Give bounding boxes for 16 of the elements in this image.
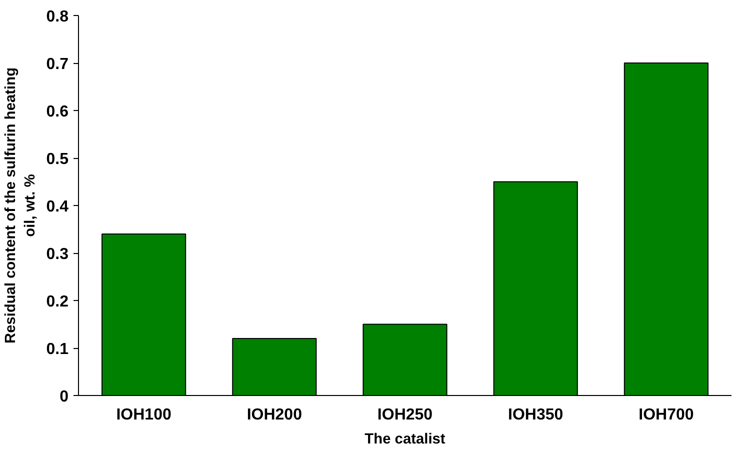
x-tick-label: IOH200 [246, 406, 302, 424]
y-axis-title: Residual content of the sulfurin heating oil, wt. % [3, 67, 38, 344]
y-tick-label: 0.8 [46, 8, 69, 26]
y-tick-label: 0.1 [46, 341, 69, 358]
y-tick-label: 0.2 [46, 294, 69, 310]
y-tick-label: 0.4 [46, 198, 69, 216]
y-tick-label: 0.7 [46, 56, 69, 73]
x-tick-label: IOH350 [508, 406, 564, 424]
y-tick-label: 0.6 [46, 104, 69, 120]
x-axis-title: The catalist [364, 432, 446, 448]
y-tick-label: 0.3 [46, 246, 69, 263]
x-tick-label: IOH100 [116, 406, 172, 424]
x-tick-label: IOH700 [638, 406, 694, 424]
x-tick-label: IOH250 [377, 406, 433, 424]
y-tick-label: 0 [60, 388, 69, 406]
y-tick-label: 0.5 [46, 151, 69, 168]
